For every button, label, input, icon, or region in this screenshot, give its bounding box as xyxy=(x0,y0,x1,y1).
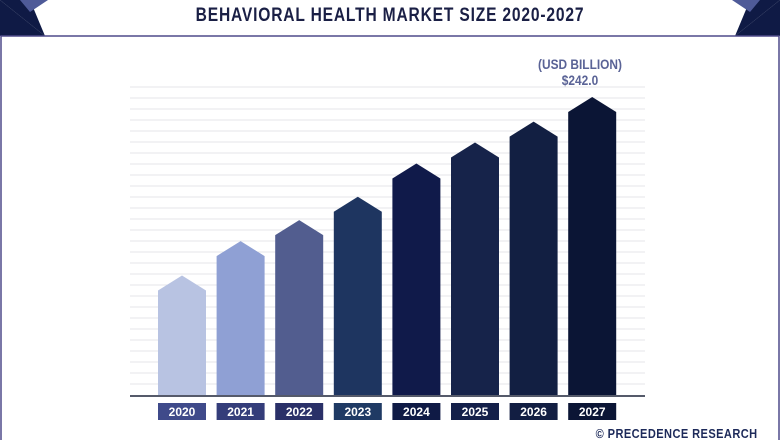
source-credit: © PRECEDENCE RESEARCH xyxy=(596,426,758,441)
bar-2026 xyxy=(509,121,558,395)
tick-box-2027 xyxy=(568,403,617,420)
tick-box-2022 xyxy=(275,403,324,420)
tick-box-2024 xyxy=(392,403,441,420)
bar-2027 xyxy=(568,97,617,395)
bar-2023 xyxy=(333,196,382,395)
tick-label-2027: 2027 xyxy=(579,405,606,419)
tick-label-2020: 2020 xyxy=(169,405,196,419)
bar-2021 xyxy=(216,241,265,395)
tick-label-2025: 2025 xyxy=(462,405,489,419)
unit-label: (USD BILLION) xyxy=(538,56,622,72)
chart-title: BEHAVIORAL HEALTH MARKET SIZE 2020-2027 xyxy=(195,5,585,26)
tick-box-2023 xyxy=(333,403,382,420)
tick-label-2023: 2023 xyxy=(344,405,371,419)
tick-label-2021: 2021 xyxy=(227,405,254,419)
tick-box-2026 xyxy=(509,403,558,420)
value-annotation: (USD BILLION) $242.0 xyxy=(529,56,631,88)
tick-box-2020 xyxy=(158,403,206,420)
bar-2022 xyxy=(275,220,324,395)
tick-label-2022: 2022 xyxy=(286,405,313,419)
data-label-2027: $242.0 xyxy=(561,72,599,88)
bar-2024 xyxy=(392,163,441,395)
bar-2025 xyxy=(451,142,499,395)
tick-label-2026: 2026 xyxy=(520,405,547,419)
tick-box-2025 xyxy=(451,403,499,420)
bar-2020 xyxy=(158,275,206,395)
tick-box-2021 xyxy=(216,403,265,420)
tick-label-2024: 2024 xyxy=(403,405,430,419)
